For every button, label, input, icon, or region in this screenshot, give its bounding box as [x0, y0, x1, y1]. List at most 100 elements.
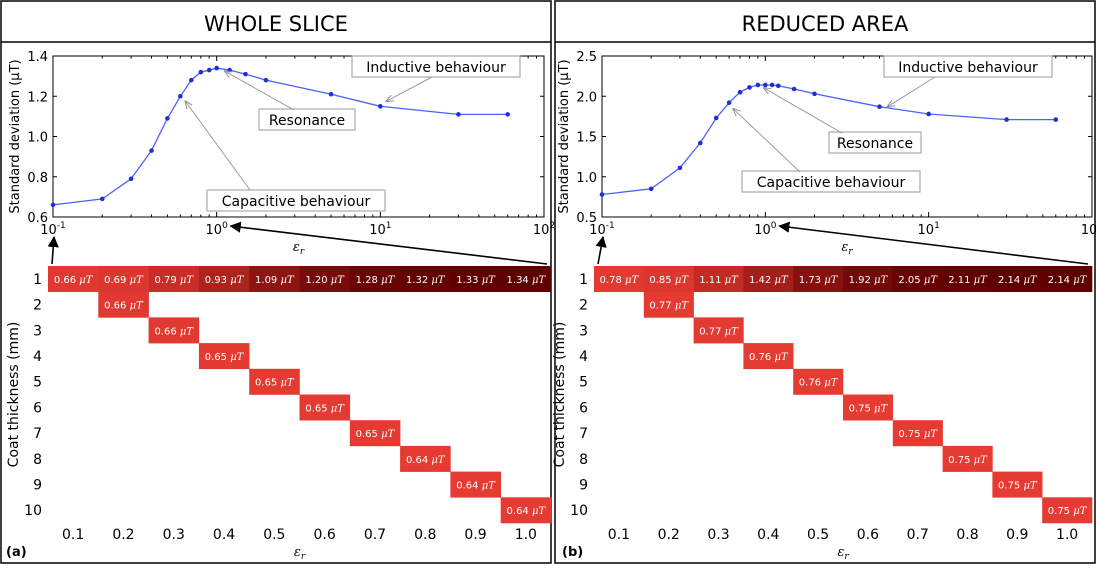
annotation-arrow — [733, 109, 801, 173]
column-label: 0.4 — [757, 527, 779, 543]
data-point — [1053, 117, 1059, 122]
data-point — [378, 104, 383, 109]
heatmap-whole-slice: 0.66 μT 0.69 μT 0.79 μT 0.93 μT 1.09 μT 1.20 … — [6, 266, 552, 562]
data-point — [99, 196, 105, 202]
column-label: 0.5 — [807, 527, 829, 543]
data-point — [263, 77, 269, 83]
cell-value-label: 0.77 μT — [699, 326, 739, 337]
data-point — [189, 77, 194, 83]
data-point — [791, 86, 797, 92]
data-point — [456, 112, 461, 117]
data-point — [227, 67, 232, 73]
row-label: 4 — [33, 349, 42, 365]
heatmap-cell — [249, 368, 300, 395]
panel-letter: (b) — [562, 545, 583, 560]
heatmap-cell — [400, 266, 451, 292]
cell-value-label: 1.28 μT — [356, 275, 396, 286]
x-axis-label: εr — [841, 240, 853, 257]
heatmap-cell — [942, 445, 993, 472]
column-label: 0.3 — [163, 527, 185, 543]
y-tick-label: 0.8 — [27, 171, 48, 186]
x-tick-label: 100 — [206, 221, 229, 238]
column-label: 0.6 — [857, 527, 879, 543]
y-tick-label: 1.5 — [576, 131, 597, 146]
heatmap-cell — [743, 343, 794, 370]
annotation-arrow — [185, 101, 251, 191]
data-point — [243, 71, 248, 77]
heatmap-cell — [48, 266, 99, 292]
cell-value-label: 0.85 μT — [649, 275, 689, 286]
cell-value-label: 0.75 μT — [948, 455, 988, 466]
column-label: 0.1 — [608, 527, 630, 543]
heatmap-cell — [892, 266, 943, 292]
heatmap-cell — [299, 266, 351, 292]
heatmap-cell — [992, 471, 1043, 498]
heatmap-cell — [349, 266, 401, 292]
data-point — [128, 176, 134, 182]
cell-value-label: 0.75 μT — [849, 403, 889, 414]
cell-value-label: 0.65 μT — [255, 378, 295, 389]
y-axis-label: Standard deviation (μT) — [557, 59, 572, 213]
y-axis-label: Coat thickness (mm) — [6, 322, 22, 468]
data-point — [726, 100, 732, 105]
cell-value-label: 0.75 μT — [1048, 506, 1088, 517]
data-point — [747, 85, 752, 90]
connector-arrow — [595, 235, 607, 265]
row-label: 2 — [33, 298, 42, 314]
heatmap-reduced-area: 0.78 μT 0.85 μT 1.11 μT 1.42 μT 1.73 μT 1.92 … — [552, 266, 1093, 562]
cell-value-label: 0.64 μT — [507, 506, 547, 517]
heatmap-cell — [98, 266, 149, 292]
y-axis-label: Standard deviation (μT) — [8, 59, 23, 213]
data-point — [599, 192, 605, 197]
connector-arrow — [229, 221, 548, 265]
row-label: 5 — [33, 375, 42, 391]
row-label: 6 — [33, 400, 42, 416]
heatmap-cell — [198, 343, 250, 370]
heatmap-cell — [643, 266, 694, 292]
std-dev-chart-whole-slice: 0.6 0.8 1.0 1.2 1.4 10-1 100 101 102 εr Standard d… — [8, 50, 555, 265]
data-point — [178, 93, 183, 99]
cell-value-label: 0.79 μT — [154, 275, 194, 286]
panel-header: REDUCED AREA — [742, 12, 909, 36]
cell-value-label: 0.76 μT — [749, 352, 789, 363]
annotation-label: Capacitive behaviour — [757, 175, 906, 191]
panel-header: WHOLE SLICE — [204, 12, 348, 36]
y-tick-label: 2.0 — [576, 90, 597, 105]
panel-frame — [554, 0, 1096, 564]
row-label: 8 — [33, 452, 42, 468]
heatmap-cell — [148, 317, 200, 344]
heatmap-cell — [349, 420, 401, 447]
cell-value-label: 1.32 μT — [406, 275, 446, 286]
row-label: 9 — [579, 477, 588, 493]
column-label: 0.4 — [213, 527, 235, 543]
column-label: 0.7 — [364, 527, 386, 543]
x-tick-label: 101 — [918, 221, 940, 238]
column-label: 0.9 — [464, 527, 486, 543]
cell-value-label: 1.33 μT — [456, 275, 496, 286]
heatmap-cell — [400, 445, 451, 472]
data-point — [698, 140, 703, 146]
cell-value-label: 0.77 μT — [649, 301, 689, 312]
cell-value-label: 1.73 μT — [799, 275, 839, 286]
cell-value-label: 1.09 μT — [255, 275, 295, 286]
cell-value-label: 2.11 μT — [948, 275, 988, 286]
panel-whole-slice: WHOLE SLICE (a) — [0, 0, 552, 564]
row-label: 2 — [579, 298, 588, 314]
annotation-arrow — [225, 71, 295, 111]
annotation-arrow — [386, 76, 433, 101]
data-point — [926, 111, 931, 117]
cell-value-label: 2.05 μT — [898, 275, 938, 286]
column-label: 0.1 — [62, 527, 84, 543]
heatmap-cell — [299, 394, 351, 421]
x-tick-label: 100 — [754, 221, 777, 238]
annotation-box — [828, 131, 922, 154]
x-axis-label: εr — [294, 545, 306, 562]
annotation-label: Inductive behaviour — [366, 60, 506, 76]
column-label: 0.3 — [707, 527, 729, 543]
heatmap-cell — [843, 394, 894, 421]
heatmap-cell — [500, 266, 552, 292]
heatmap-cell — [1042, 266, 1093, 292]
heatmap-cell — [942, 266, 993, 292]
column-label: 0.7 — [907, 527, 929, 543]
